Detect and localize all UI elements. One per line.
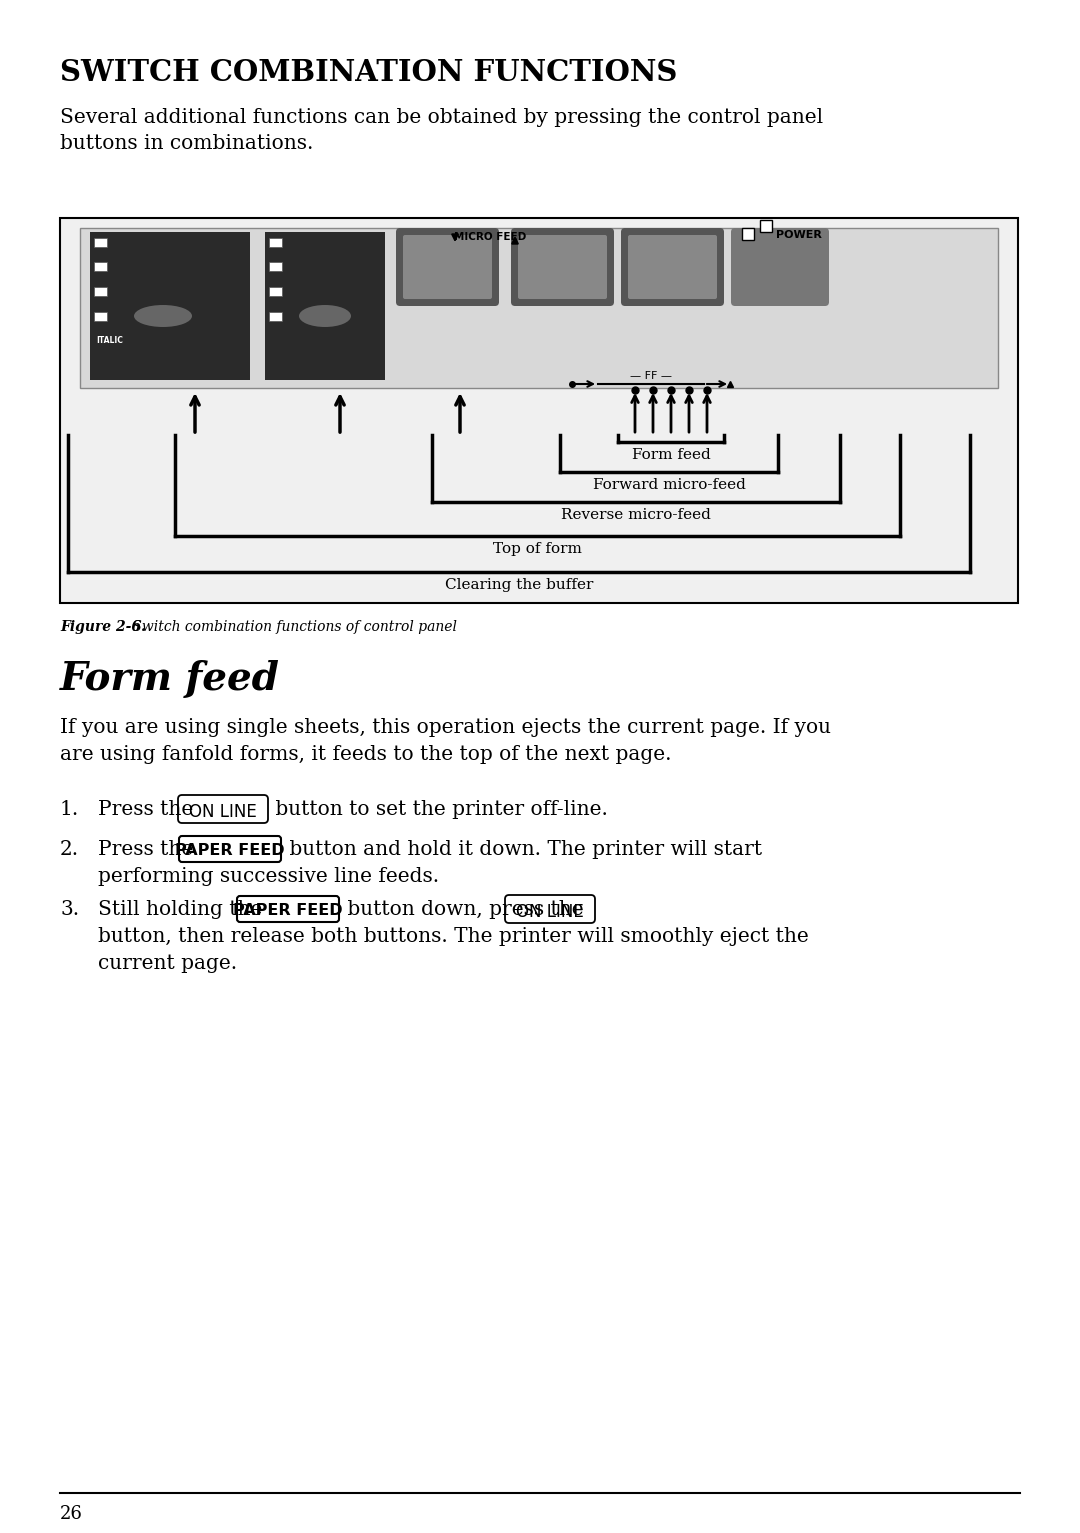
FancyBboxPatch shape: [396, 228, 499, 307]
Text: SWITCH COMBINATION FUNCTIONS: SWITCH COMBINATION FUNCTIONS: [60, 58, 677, 87]
Text: button to set the printer off-line.: button to set the printer off-line.: [269, 800, 608, 819]
FancyBboxPatch shape: [511, 228, 615, 307]
Text: MICRO FEED: MICRO FEED: [454, 231, 526, 242]
Ellipse shape: [299, 305, 351, 327]
Bar: [269, 313, 282, 320]
Bar: [90, 231, 249, 380]
Text: PAPER FEED: PAPER FEED: [233, 903, 342, 918]
Text: ON LINE: ON LINE: [516, 903, 584, 921]
Bar: [94, 313, 107, 320]
FancyBboxPatch shape: [237, 895, 339, 921]
Text: Several additional functions can be obtained by pressing the control panel: Several additional functions can be obta…: [60, 107, 823, 127]
FancyBboxPatch shape: [178, 796, 268, 823]
Bar: [269, 287, 282, 296]
Text: Clearing the buffer: Clearing the buffer: [445, 578, 593, 592]
FancyBboxPatch shape: [403, 235, 492, 299]
Text: are using fanfold forms, it feeds to the top of the next page.: are using fanfold forms, it feeds to the…: [60, 745, 672, 763]
FancyBboxPatch shape: [627, 235, 717, 299]
Text: Form feed: Form feed: [632, 448, 711, 461]
Bar: [94, 262, 107, 271]
Text: — FF —: — FF —: [630, 371, 672, 382]
Text: 1.: 1.: [60, 800, 79, 819]
Text: Reverse micro-feed: Reverse micro-feed: [562, 507, 711, 523]
FancyBboxPatch shape: [518, 235, 607, 299]
FancyBboxPatch shape: [621, 228, 724, 307]
Ellipse shape: [134, 305, 192, 327]
Text: 2.: 2.: [60, 840, 79, 858]
Text: current page.: current page.: [98, 954, 238, 973]
Text: buttons in combinations.: buttons in combinations.: [60, 133, 313, 153]
Bar: [94, 287, 107, 296]
Text: Press the: Press the: [98, 800, 200, 819]
Text: Forward micro-feed: Forward micro-feed: [593, 478, 745, 492]
Bar: [760, 221, 772, 231]
Text: button and hold it down. The printer will start: button and hold it down. The printer wil…: [283, 840, 762, 858]
Bar: [60, 218, 1018, 602]
Text: ITALIC: ITALIC: [96, 336, 123, 345]
Text: If you are using single sheets, this operation ejects the current page. If you: If you are using single sheets, this ope…: [60, 717, 831, 737]
Text: Form feed: Form feed: [60, 661, 280, 698]
Text: Press the: Press the: [98, 840, 200, 858]
Text: button, then release both buttons. The printer will smoothly eject the: button, then release both buttons. The p…: [98, 927, 809, 946]
Bar: [269, 262, 282, 271]
Text: ON LINE: ON LINE: [189, 803, 257, 822]
Bar: [742, 228, 754, 241]
Text: 26: 26: [60, 1505, 83, 1522]
Text: Switch combination functions of control panel: Switch combination functions of control …: [129, 619, 457, 635]
Bar: [265, 231, 384, 380]
Text: PAPER FEED: PAPER FEED: [175, 843, 285, 858]
Text: button down, press the: button down, press the: [341, 900, 590, 918]
Text: Still holding the: Still holding the: [98, 900, 269, 918]
Text: performing successive line feeds.: performing successive line feeds.: [98, 868, 440, 886]
Text: Top of form: Top of form: [494, 543, 582, 556]
Bar: [94, 238, 107, 247]
Text: 3.: 3.: [60, 900, 79, 918]
FancyBboxPatch shape: [505, 895, 595, 923]
Text: POWER: POWER: [777, 230, 822, 241]
FancyBboxPatch shape: [179, 835, 281, 862]
Bar: [269, 238, 282, 247]
Bar: [80, 228, 998, 388]
FancyBboxPatch shape: [731, 228, 829, 307]
Text: Figure 2-6.: Figure 2-6.: [60, 619, 146, 635]
